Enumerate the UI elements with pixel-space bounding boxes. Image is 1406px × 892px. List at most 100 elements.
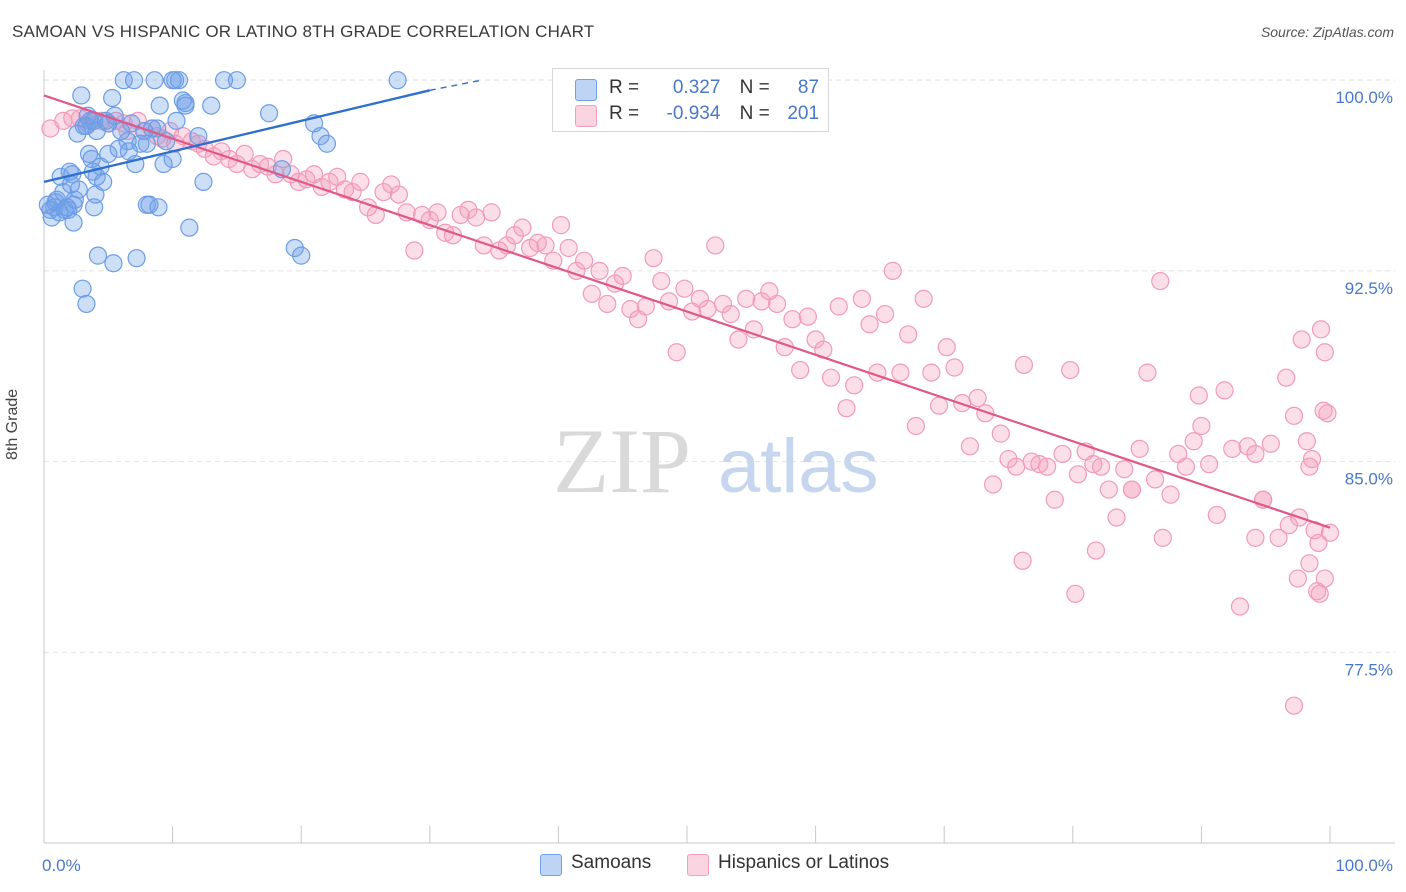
samoan-point (58, 198, 77, 217)
hispanic-point (1309, 533, 1328, 553)
hispanic-point (929, 396, 949, 415)
hispanic-point (883, 261, 902, 280)
hispanic-point (837, 399, 856, 418)
legend-r-value: 0.327 (672, 77, 721, 98)
hispanic-point (1115, 460, 1134, 479)
hispanic-point (1297, 432, 1316, 451)
x-tick-labels: 0.0% 100.0% (42, 856, 1393, 875)
hispanics-trend-line (43, 94, 1331, 529)
samoan-point (214, 71, 234, 90)
samoan-point (145, 71, 164, 90)
chart-title: SAMOAN VS HISPANIC OR LATINO 8TH GRADE C… (12, 22, 595, 41)
hispanic-point (1300, 554, 1319, 573)
hispanic-point (1292, 330, 1311, 349)
hispanic-point (582, 284, 601, 303)
hispanic-point (559, 238, 578, 258)
y-tick-label: 100.0% (1335, 88, 1393, 107)
hispanic-point (1315, 569, 1334, 588)
hispanic-point (1138, 363, 1157, 382)
hispanic-point (860, 315, 879, 334)
samoan-point (169, 71, 189, 90)
hispanic-point (405, 241, 424, 260)
hispanic-point (829, 297, 848, 316)
hispanic-point (613, 266, 632, 286)
samoan-point (114, 71, 133, 90)
samoan-point (311, 127, 330, 146)
samoan-point (154, 154, 173, 174)
legend-n-label: N = (739, 103, 770, 124)
hispanic-point (590, 261, 609, 280)
samoan-point (65, 190, 84, 209)
hispanic-point (667, 343, 686, 362)
legend-n-label: N = (739, 77, 770, 98)
legend-swatch-samoans (575, 79, 597, 101)
hispanic-point (1130, 439, 1149, 458)
hispanic-point (752, 292, 771, 311)
samoan-point (104, 254, 123, 273)
samoan-point (94, 172, 113, 191)
hispanic-point (1300, 457, 1319, 476)
bottom-legend-swatch-samoans (540, 854, 562, 876)
samoan-point (167, 111, 186, 130)
hispanic-point (1037, 457, 1057, 476)
samoan-point (99, 144, 118, 164)
hispanic-point (767, 294, 787, 314)
hispanic-point (1122, 480, 1142, 499)
hispanic-point (821, 368, 841, 387)
hispanic-point (1013, 551, 1032, 570)
hispanic-point (652, 271, 671, 291)
samoan-point (285, 238, 304, 258)
samoan-point (73, 279, 92, 298)
hispanic-point (644, 249, 663, 268)
samoan-point (189, 127, 208, 146)
hispanic-point (1091, 457, 1111, 476)
y-tick-label: 85.0% (1345, 470, 1393, 489)
hispanic-point (428, 203, 447, 222)
hispanic-point (351, 172, 370, 191)
hispanic-point (1314, 401, 1333, 420)
hispanic-point (1311, 320, 1331, 339)
hispanic-point (1176, 457, 1196, 476)
samoan-point (180, 218, 199, 237)
hispanic-point (914, 289, 933, 308)
hispanic-point (513, 218, 532, 237)
hispanic-point (1068, 465, 1088, 484)
samoan-point (202, 96, 221, 115)
samoans-points (38, 71, 407, 314)
hispanic-point (1192, 416, 1211, 436)
hispanic-point (1189, 386, 1208, 405)
legend-text-hispanics: R = -0.934 N = 201 (609, 103, 819, 125)
hispanic-point (382, 175, 401, 194)
bottom-legend-swatch-hispanics (687, 854, 709, 876)
hispanic-point (906, 416, 926, 436)
y-tick-label: 77.5% (1345, 660, 1393, 679)
samoan-point (81, 111, 100, 130)
samoan-point (259, 104, 279, 123)
hispanic-point (1310, 584, 1329, 603)
hispanic-point (713, 294, 733, 314)
hispanic-point (551, 216, 571, 235)
hispanic-point (891, 363, 910, 382)
hispanic-point (1215, 381, 1234, 400)
samoan-point (77, 294, 96, 314)
hispanic-point (1151, 271, 1170, 291)
samoan-point (149, 198, 168, 217)
hispanic-point (621, 299, 640, 319)
hispanic-point (1107, 508, 1126, 527)
legend-n-value: 87 (797, 77, 820, 98)
hispanic-point (1246, 528, 1265, 547)
x-tick-label: 0.0% (42, 856, 81, 875)
hispanic-point (798, 307, 817, 326)
legend-r-label: R = (609, 103, 640, 124)
hispanic-point (1053, 444, 1072, 464)
hispanic-point (991, 424, 1010, 443)
samoan-point (194, 172, 213, 191)
bottom-legend: Samoans Hispanics or Latinos (0, 852, 1406, 878)
hispanic-point (343, 182, 362, 202)
samoan-point (173, 91, 192, 110)
hispanic-point (1153, 528, 1172, 547)
samoan-point (88, 246, 108, 265)
hispanic-point (1279, 516, 1298, 535)
hispanic-point (922, 363, 941, 382)
hispanic-point (374, 182, 393, 202)
